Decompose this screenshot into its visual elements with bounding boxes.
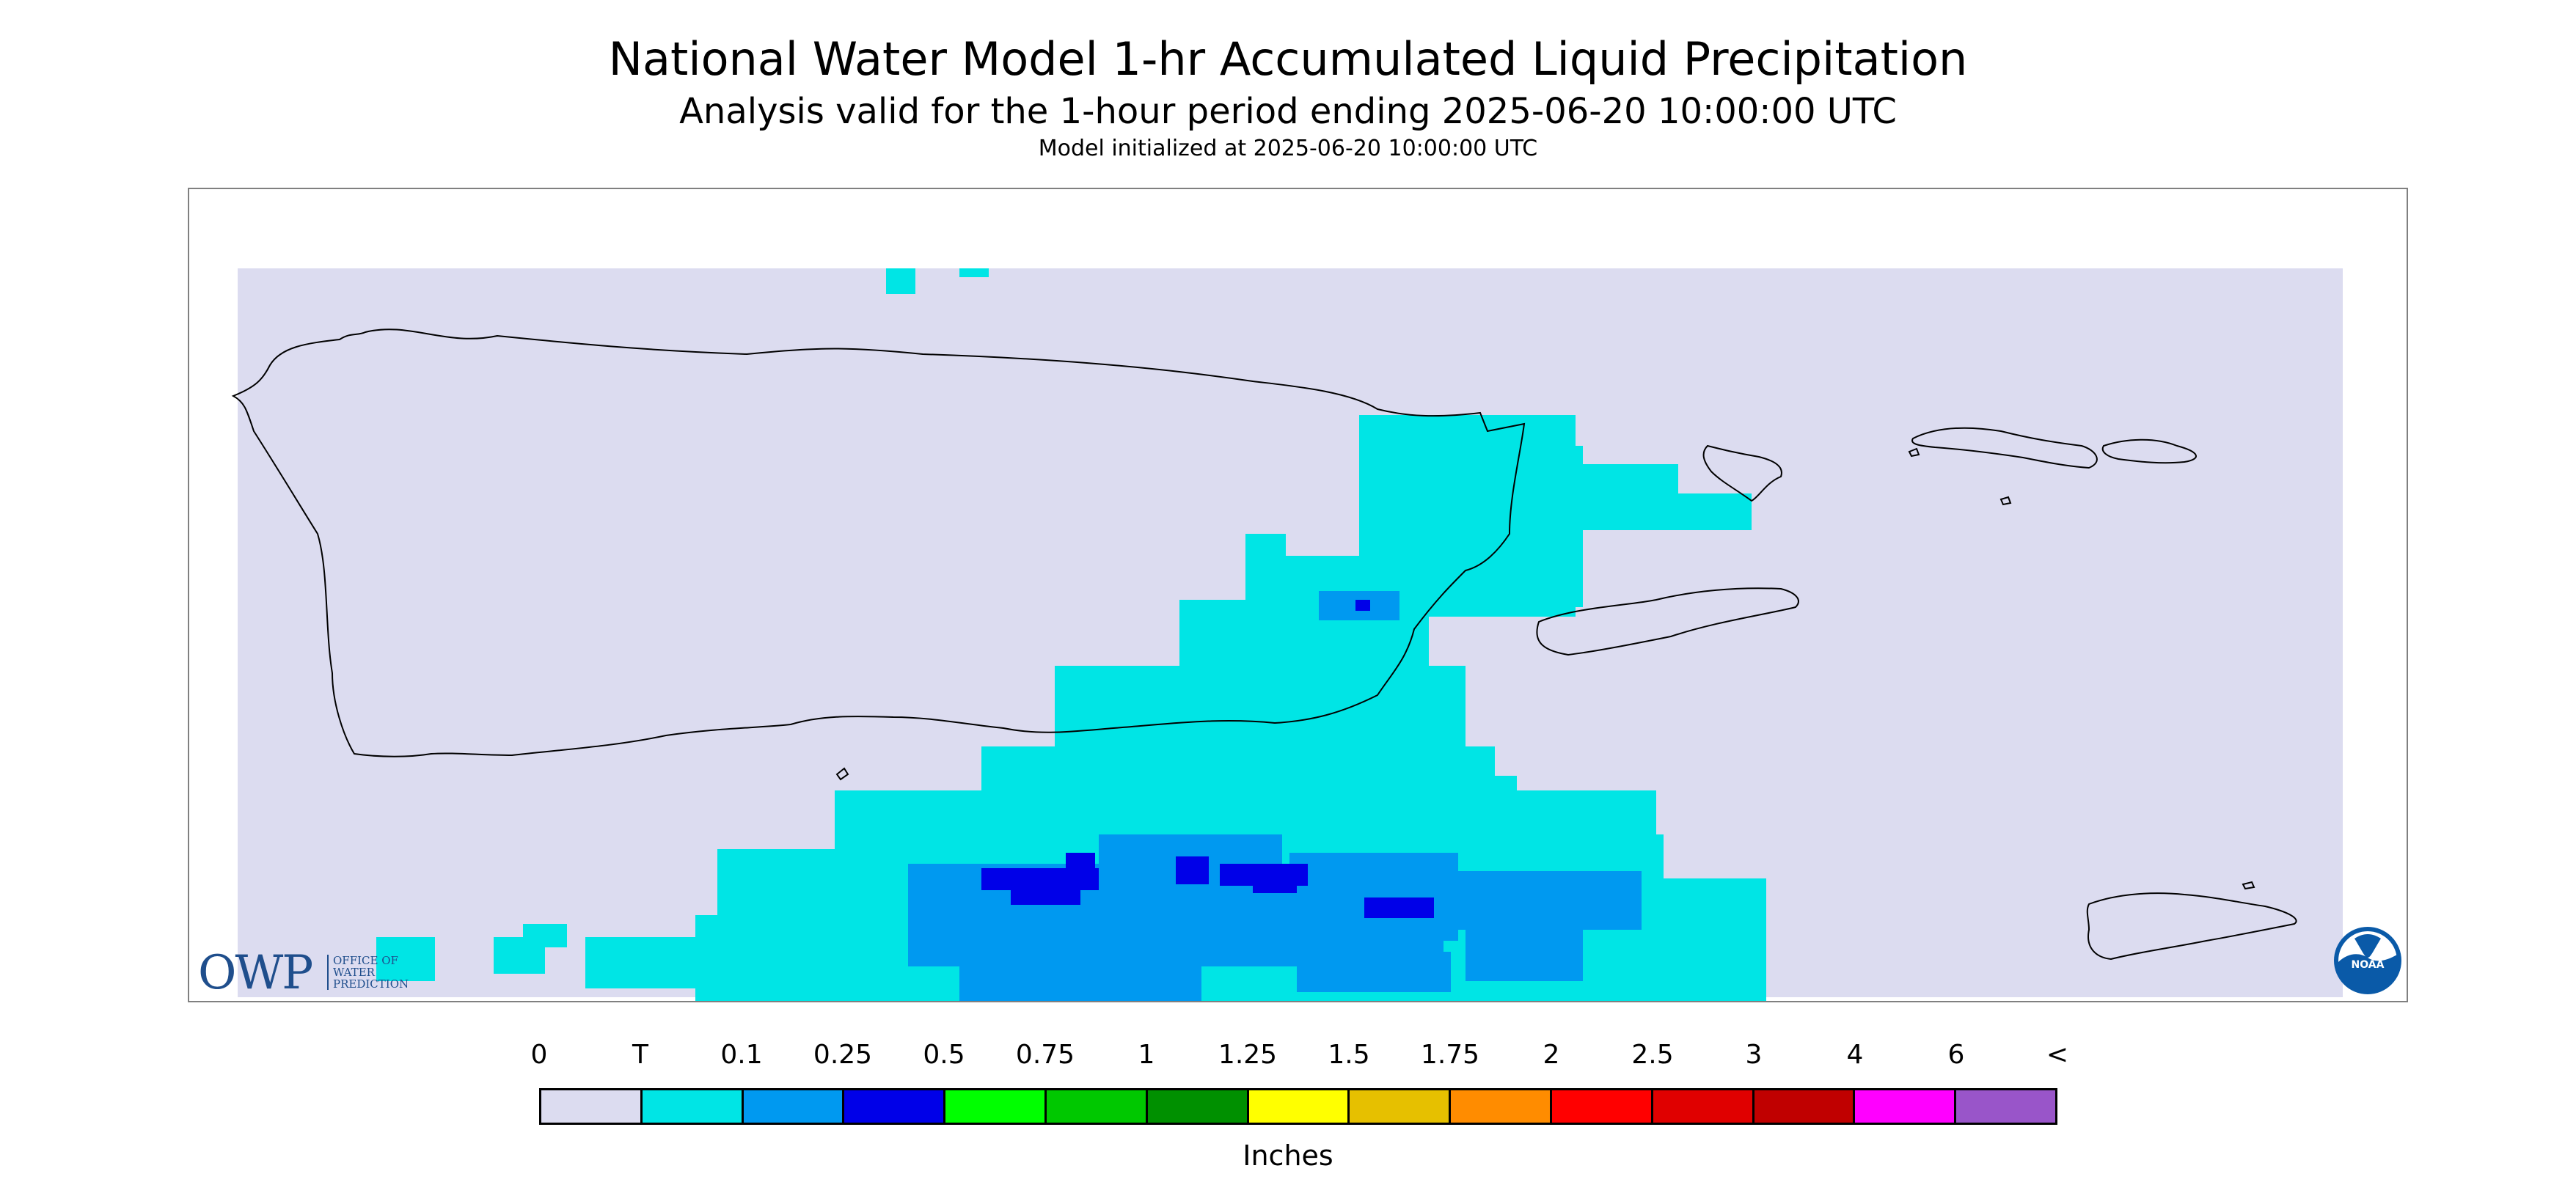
model-init-line: Model initialized at 2025-06-20 10:00:00… [1038, 136, 1538, 161]
legend-swatch [1855, 1090, 1957, 1123]
st-john-coastline [2101, 438, 2197, 464]
legend-swatch [844, 1090, 946, 1123]
legend-tick-label: 0 [530, 1040, 548, 1070]
legend-tick-label: 0.1 [720, 1040, 763, 1070]
legend-swatch [1551, 1090, 1653, 1123]
legend-swatch [1653, 1090, 1754, 1123]
st-thomas-coastline [1911, 427, 2098, 469]
owp-mark: OWP [198, 946, 313, 1000]
legend-tick-label: 3 [1745, 1040, 1763, 1070]
legend-tick-label: 1 [1138, 1040, 1155, 1070]
owp-wordmark: OFFICE OF WATER PREDICTION [327, 955, 409, 990]
owp-text-line: WATER [333, 966, 375, 979]
legend-tick-label: 6 [1947, 1040, 1965, 1070]
legend-tick-label: 2 [1543, 1040, 1560, 1070]
owp-logo: OWP OFFICE OF WATER PREDICTION [198, 950, 447, 996]
legend-tick-label: T [632, 1040, 648, 1070]
legend-swatch [1147, 1090, 1249, 1123]
culebra-coastline [1702, 444, 1782, 502]
legend-units: Inches [1243, 1139, 1333, 1172]
legend-tick-label: 1.75 [1420, 1040, 1480, 1070]
small-islet-1 [1908, 447, 1920, 458]
legend-tick-label: 1.25 [1218, 1040, 1278, 1070]
coastlines [231, 328, 2297, 961]
legend-tick-label: 0.75 [1015, 1040, 1075, 1070]
vieques-coastline [1536, 587, 1799, 656]
small-islet-3 [2242, 881, 2255, 890]
puerto-rico-coastline [231, 328, 1526, 757]
legend-tick-label: 0.5 [923, 1040, 965, 1070]
small-islet-4 [835, 767, 849, 781]
legend-tick-label: 4 [1846, 1040, 1864, 1070]
legend-swatch [1350, 1090, 1452, 1123]
noaa-logo-text: NOAA [2352, 959, 2385, 971]
legend-swatch [1046, 1090, 1148, 1123]
legend-swatch [541, 1090, 643, 1123]
legend-swatch [945, 1090, 1047, 1123]
legend-tick-label: 2.5 [1631, 1040, 1674, 1070]
legend-swatch [642, 1090, 744, 1123]
owp-text-line: OFFICE OF [333, 954, 398, 967]
legend-swatch [1248, 1090, 1350, 1123]
legend-swatch [1754, 1090, 1856, 1123]
map-title: National Water Model 1-hr Accumulated Li… [608, 32, 1968, 86]
legend-swatch [1451, 1090, 1552, 1123]
legend-tick-labels: 0 T 0.1 0.25 0.5 0.75 1 1.25 1.5 1.75 2 2.5 3 4 6 < [0, 1040, 2576, 1076]
legend-tick-label: 0.25 [813, 1040, 873, 1070]
legend-swatch [1956, 1090, 2055, 1123]
precipitation-map [231, 268, 2343, 1001]
map-subtitle: Analysis valid for the 1-hour period end… [679, 91, 1897, 132]
map-frame [188, 188, 2408, 1002]
st-croix-coastline [2086, 892, 2297, 961]
legend-tick-label: 1.5 [1328, 1040, 1370, 1070]
small-islet-2 [1999, 496, 2012, 506]
legend-color-bar [539, 1088, 2057, 1125]
legend-tick-label: < [2046, 1040, 2069, 1070]
owp-text-line: PREDICTION [333, 977, 409, 991]
noaa-logo: NOAA [2334, 927, 2401, 994]
legend-swatch [743, 1090, 845, 1123]
precip-dark-blue-area [981, 600, 1434, 918]
